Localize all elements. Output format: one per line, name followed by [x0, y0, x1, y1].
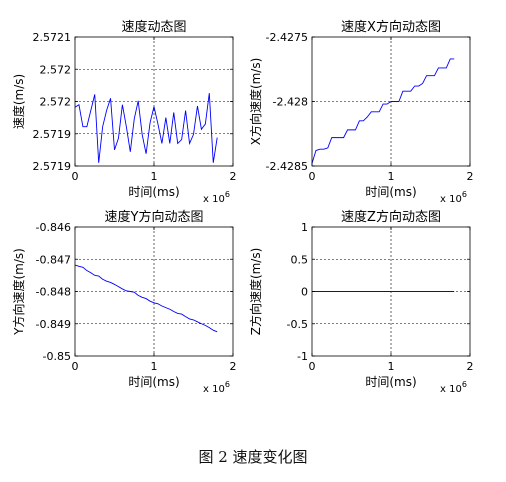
y-tick-label: 2.5719 [33, 128, 72, 141]
y-tick-label: -2.4275 [266, 31, 308, 44]
x-tick-label: 1 [151, 360, 158, 373]
series-line [74, 264, 218, 333]
panel-speed: 0 1 2 2.5719 2.5719 2.572 2.572 2.5721 速度动态图时间(m… [11, 19, 237, 205]
y-tick-label: -0.85 [43, 350, 71, 363]
panel-speed-y: 0 1 2 -0.85 -0.849 -0.848 -0.847 -0.846 速度Y方向动态图… [11, 209, 237, 395]
y-axis-label: 速度(m/s) [11, 74, 26, 129]
y-tick-label: 2.5721 [33, 31, 72, 44]
x-axis-label: 时间(ms) [365, 185, 416, 199]
x-tick-label: 2 [230, 360, 237, 373]
x-tick-label: 2 [467, 360, 474, 373]
chart-title: 速度X方向动态图 [341, 19, 441, 35]
x-axis-label: 时间(ms) [128, 375, 179, 389]
y-tick-label: 2.572 [40, 96, 72, 109]
series-line [74, 93, 218, 163]
y-tick-label: -1 [297, 350, 308, 363]
y-tick-label: -0.5 [287, 318, 308, 331]
x-tick-label: 1 [388, 360, 395, 373]
y-tick-label: -0.847 [36, 253, 71, 266]
chart-title: 速度Y方向动态图 [105, 209, 204, 225]
y-axis-label: X方向速度(m/s) [248, 58, 263, 146]
y-tick-label: -0.849 [36, 318, 71, 331]
y-tick-label: 2.5719 [33, 160, 72, 173]
y-tick-label: 2.572 [40, 63, 72, 76]
x-multiplier: x 106 [203, 190, 230, 205]
x-tick-label: 0 [309, 170, 316, 183]
chart-title: 速度Z方向动态图 [341, 209, 441, 225]
y-axis-label: Y方向速度(m/s) [11, 248, 26, 336]
chart-title: 速度动态图 [121, 19, 186, 35]
x-multiplier: x 106 [440, 190, 467, 205]
y-tick-label: -0.848 [36, 286, 71, 299]
x-tick-label: 0 [72, 360, 79, 373]
x-axis-label: 时间(ms) [128, 185, 179, 199]
x-tick-label: 0 [309, 360, 316, 373]
x-tick-label: 1 [151, 170, 158, 183]
x-multiplier: x 106 [203, 380, 230, 395]
y-tick-label: 0 [301, 286, 308, 299]
figure-caption: 图 2 速度变化图 [198, 448, 308, 466]
y-tick-label: -2.428 [273, 96, 308, 109]
x-multiplier: x 106 [440, 380, 467, 395]
x-tick-label: 1 [388, 170, 395, 183]
x-tick-label: 0 [72, 170, 79, 183]
x-tick-label: 2 [467, 170, 474, 183]
series-line [311, 58, 455, 164]
x-axis-label: 时间(ms) [365, 375, 416, 389]
y-axis-label: Z方向速度(m/s) [248, 248, 263, 336]
x-tick-label: 2 [230, 170, 237, 183]
y-tick-label: -0.846 [36, 221, 71, 234]
y-tick-label: -2.4285 [266, 160, 308, 173]
y-tick-label: 0.5 [291, 253, 309, 266]
y-tick-label: 1 [301, 221, 308, 234]
